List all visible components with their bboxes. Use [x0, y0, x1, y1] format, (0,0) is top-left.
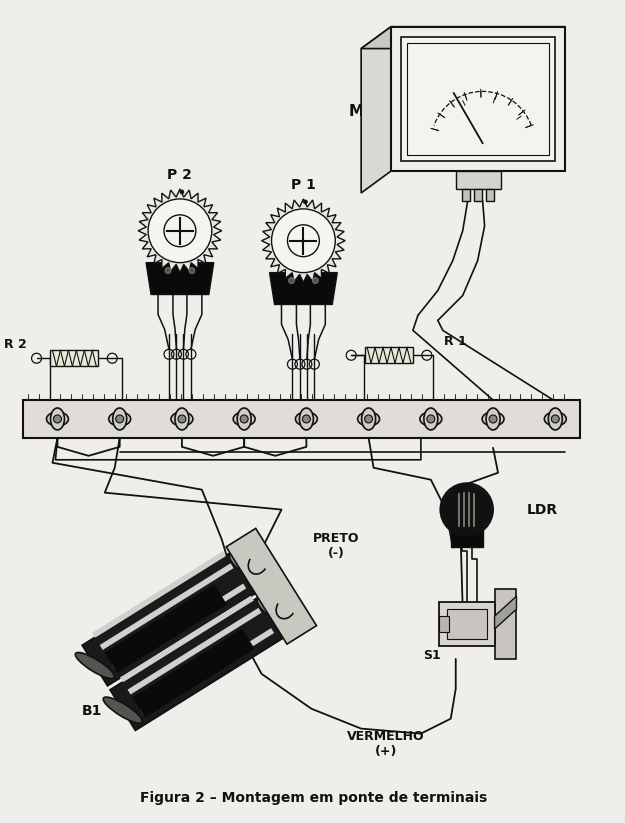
Circle shape: [312, 277, 318, 284]
Polygon shape: [112, 584, 246, 670]
Ellipse shape: [482, 412, 504, 426]
Text: S1: S1: [423, 649, 441, 663]
Text: LDR: LDR: [526, 503, 558, 517]
Ellipse shape: [362, 408, 376, 430]
Ellipse shape: [109, 412, 131, 426]
Circle shape: [189, 267, 195, 273]
Polygon shape: [494, 596, 516, 629]
Ellipse shape: [76, 653, 114, 679]
Polygon shape: [262, 199, 345, 282]
Polygon shape: [127, 608, 261, 695]
Circle shape: [180, 190, 184, 194]
Circle shape: [442, 486, 491, 533]
Bar: [451, 528, 482, 547]
Ellipse shape: [46, 412, 68, 426]
Bar: [439, 616, 449, 632]
Ellipse shape: [548, 408, 562, 430]
Circle shape: [551, 415, 559, 423]
Text: B1: B1: [82, 704, 102, 718]
Circle shape: [427, 415, 435, 423]
Polygon shape: [494, 589, 516, 659]
Circle shape: [489, 415, 497, 423]
Text: M1: M1: [348, 104, 374, 119]
Bar: [365, 347, 413, 363]
Ellipse shape: [175, 408, 189, 430]
Circle shape: [303, 200, 308, 204]
Ellipse shape: [544, 412, 566, 426]
Polygon shape: [269, 272, 338, 305]
Polygon shape: [140, 628, 274, 714]
Circle shape: [165, 267, 171, 273]
Text: P 2: P 2: [168, 168, 192, 182]
Polygon shape: [361, 26, 391, 193]
Ellipse shape: [112, 408, 127, 430]
Bar: [401, 37, 555, 161]
Circle shape: [54, 415, 61, 423]
Circle shape: [116, 415, 124, 423]
Ellipse shape: [103, 697, 142, 723]
Polygon shape: [82, 547, 264, 686]
Ellipse shape: [51, 408, 64, 430]
Circle shape: [364, 415, 372, 423]
Text: P 1: P 1: [291, 178, 316, 192]
Circle shape: [289, 277, 294, 284]
Circle shape: [302, 415, 311, 423]
Bar: [474, 189, 482, 201]
Polygon shape: [104, 584, 227, 673]
Polygon shape: [120, 596, 254, 682]
Bar: [462, 189, 469, 201]
Ellipse shape: [233, 412, 255, 426]
Circle shape: [240, 415, 248, 423]
Text: Figura 2 – Montagem em ponte de terminais: Figura 2 – Montagem em ponte de terminai…: [140, 792, 487, 806]
Ellipse shape: [296, 412, 318, 426]
Bar: [391, 26, 565, 171]
Ellipse shape: [258, 597, 301, 628]
Circle shape: [178, 415, 186, 423]
Ellipse shape: [357, 412, 379, 426]
Text: R 1: R 1: [444, 335, 466, 348]
Text: PRETO
(-): PRETO (-): [313, 532, 359, 560]
Bar: [486, 189, 494, 201]
Ellipse shape: [171, 412, 193, 426]
Bar: [456, 171, 501, 189]
Polygon shape: [226, 528, 316, 644]
Polygon shape: [132, 629, 255, 718]
Ellipse shape: [424, 408, 438, 430]
Bar: [22, 400, 580, 438]
Bar: [439, 602, 494, 646]
Circle shape: [148, 199, 212, 263]
Text: VERMELHO
(+): VERMELHO (+): [348, 729, 425, 757]
Bar: [447, 609, 487, 639]
Bar: [407, 43, 549, 155]
Polygon shape: [92, 551, 226, 638]
Polygon shape: [138, 189, 222, 272]
Ellipse shape: [299, 408, 313, 430]
Ellipse shape: [229, 553, 273, 583]
Ellipse shape: [420, 412, 442, 426]
Bar: [51, 351, 98, 366]
Polygon shape: [110, 593, 292, 730]
Ellipse shape: [486, 408, 500, 430]
Polygon shape: [146, 263, 214, 295]
Polygon shape: [361, 26, 565, 49]
Text: R 2: R 2: [4, 337, 27, 351]
Ellipse shape: [237, 408, 251, 430]
Polygon shape: [99, 563, 234, 650]
Circle shape: [271, 209, 335, 272]
